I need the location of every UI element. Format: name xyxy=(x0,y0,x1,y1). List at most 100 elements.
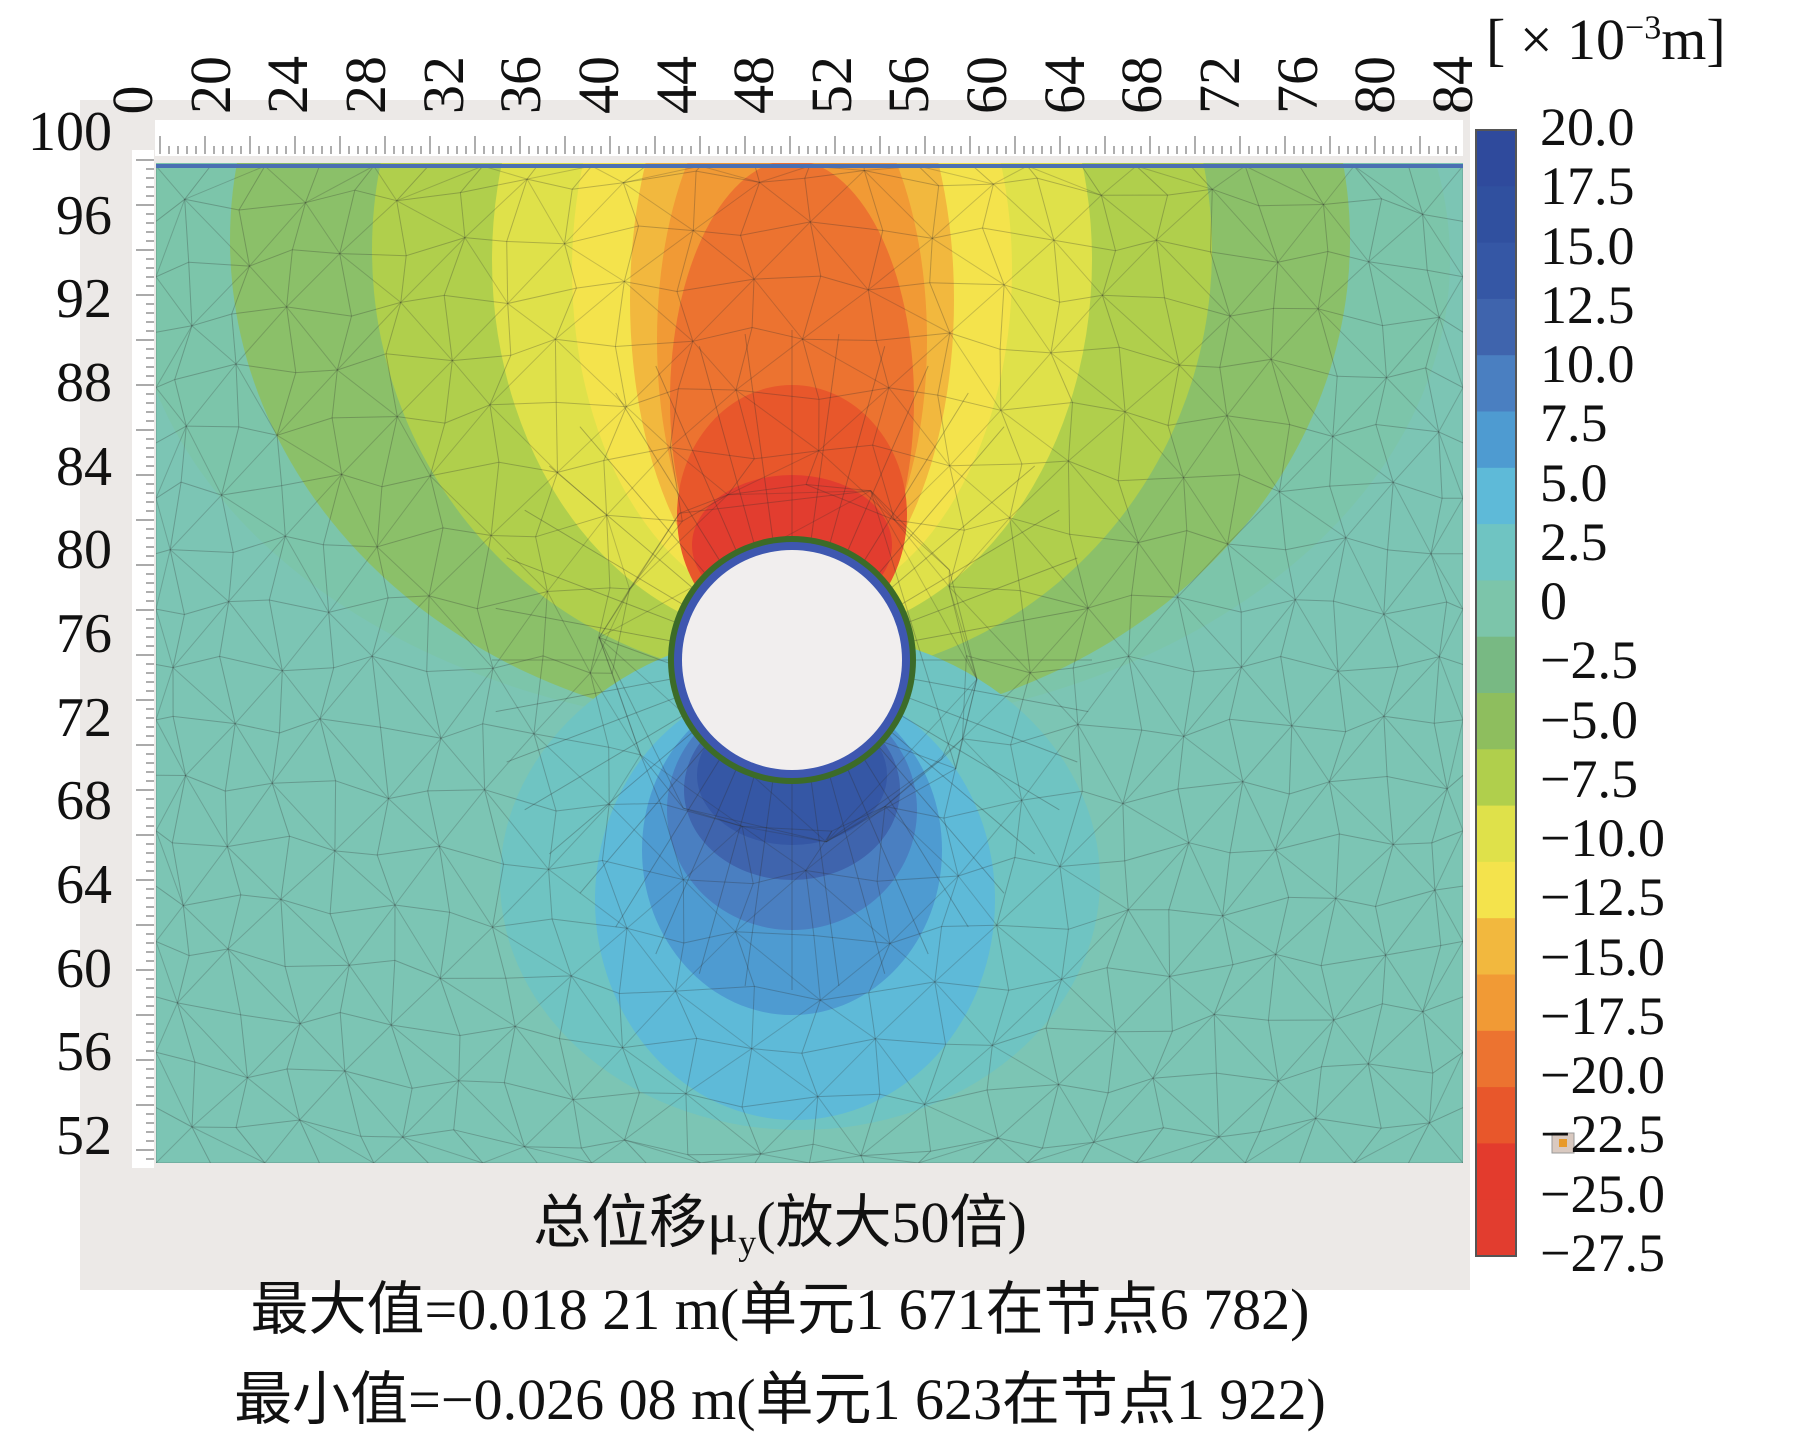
colorbar-swatch xyxy=(1476,861,1516,919)
mesh-edge xyxy=(1102,294,1180,366)
mesh-edge xyxy=(924,1103,999,1139)
mesh-edge xyxy=(156,425,187,499)
mesh-edge xyxy=(402,1088,413,1138)
mesh-edge xyxy=(238,202,306,211)
mesh-edge xyxy=(1386,316,1440,379)
mesh-edge xyxy=(991,978,1062,1046)
mesh-edge xyxy=(172,655,220,669)
mesh-edge xyxy=(1059,866,1129,911)
mesh-edge xyxy=(875,340,890,388)
mesh-edge xyxy=(986,1089,999,1139)
mesh-edge xyxy=(735,327,753,391)
mesh-edge xyxy=(1229,261,1279,317)
mesh-edge xyxy=(932,227,983,239)
mesh-edge xyxy=(555,281,625,340)
mesh-edge xyxy=(1228,719,1244,782)
tunnel-opening xyxy=(682,550,902,770)
mesh-edge xyxy=(863,170,933,239)
mesh-edge xyxy=(286,1023,301,1070)
mesh-edge xyxy=(438,846,451,913)
mesh-edge xyxy=(1177,781,1243,790)
mesh-edge xyxy=(948,586,978,680)
mesh-edge xyxy=(1219,358,1272,368)
mesh-edge xyxy=(1353,1122,1430,1163)
mesh-edge xyxy=(1050,352,1073,403)
mesh-edge xyxy=(381,475,431,488)
mesh-edge xyxy=(692,230,755,280)
mesh-edge xyxy=(189,948,229,957)
mesh-edge xyxy=(606,515,611,588)
mesh-edge xyxy=(1222,852,1231,916)
mesh-edge xyxy=(177,1002,241,1016)
mesh-edge xyxy=(1219,367,1228,416)
mesh-edge xyxy=(931,185,940,239)
mesh-edge xyxy=(741,826,754,884)
mesh-edge xyxy=(598,637,613,674)
mesh-edge xyxy=(1317,251,1329,309)
mesh-edge xyxy=(191,325,237,365)
mesh-edge xyxy=(629,494,729,590)
mesh-edge xyxy=(678,388,737,391)
mesh-edge xyxy=(458,1080,525,1148)
mesh-edge xyxy=(1427,269,1463,278)
mesh-edge xyxy=(1115,239,1157,252)
mesh-edge xyxy=(1072,607,1089,669)
mesh-edge xyxy=(754,450,819,460)
mesh-edge xyxy=(391,1024,461,1036)
mesh-edge xyxy=(918,165,940,187)
mesh-edge xyxy=(1383,553,1432,615)
mesh-edge xyxy=(428,595,494,669)
mesh-edge xyxy=(957,875,998,926)
mesh-edge xyxy=(1169,976,1215,1015)
mesh-edge xyxy=(184,165,211,200)
mesh-edge xyxy=(1167,365,1180,426)
y-tick-label: 68 xyxy=(56,770,112,833)
mesh-edge xyxy=(1156,188,1213,241)
mesh-edge xyxy=(1059,791,1083,867)
mesh-edge xyxy=(735,870,807,933)
mesh-edge xyxy=(1115,1030,1173,1033)
mesh-edge xyxy=(692,171,697,231)
mesh-edge xyxy=(371,655,427,672)
mesh-edge xyxy=(1168,842,1190,910)
mesh-edge xyxy=(1392,844,1436,891)
mesh-edge xyxy=(754,165,760,183)
mesh-edge xyxy=(185,775,228,847)
mesh-edge xyxy=(231,313,237,365)
mesh-edge xyxy=(427,789,485,792)
mesh-edge xyxy=(949,332,1001,350)
mesh-edge xyxy=(1275,953,1335,1021)
mesh-edge xyxy=(1430,553,1448,603)
mesh-edge xyxy=(891,465,1036,588)
mesh-edge xyxy=(924,1104,932,1152)
mesh-edge xyxy=(442,527,492,536)
mesh-edge xyxy=(1299,1118,1317,1163)
mesh-edge xyxy=(238,209,250,267)
mesh-edge xyxy=(547,514,607,592)
colorbar-label: 7.5 xyxy=(1540,393,1608,454)
mesh-edge xyxy=(156,425,187,444)
mesh-edge xyxy=(1393,842,1432,845)
mesh-edge xyxy=(1425,317,1440,369)
mesh-edge xyxy=(484,789,549,870)
mesh-edge xyxy=(1386,776,1448,790)
mesh-edge xyxy=(1259,1117,1316,1133)
mesh-edge xyxy=(299,1119,375,1163)
mesh-edge xyxy=(1241,666,1293,727)
mesh-edge xyxy=(1432,1051,1463,1074)
mesh-edge xyxy=(533,672,591,735)
mesh-edge xyxy=(1186,530,1228,545)
mesh-edge xyxy=(226,846,282,900)
mesh-edge xyxy=(598,588,630,638)
colorbar-label: 17.5 xyxy=(1540,156,1635,217)
mesh-edge xyxy=(228,535,286,602)
mesh-edge xyxy=(1068,460,1139,543)
mesh-edge xyxy=(380,726,442,739)
mesh-edge xyxy=(490,472,558,536)
mesh-edge xyxy=(603,460,608,516)
mesh-edge xyxy=(381,416,398,487)
mesh-edge xyxy=(354,165,375,191)
mesh-edge xyxy=(1087,607,1129,657)
mesh-edge xyxy=(1315,1117,1382,1129)
mesh-edge xyxy=(692,327,753,342)
